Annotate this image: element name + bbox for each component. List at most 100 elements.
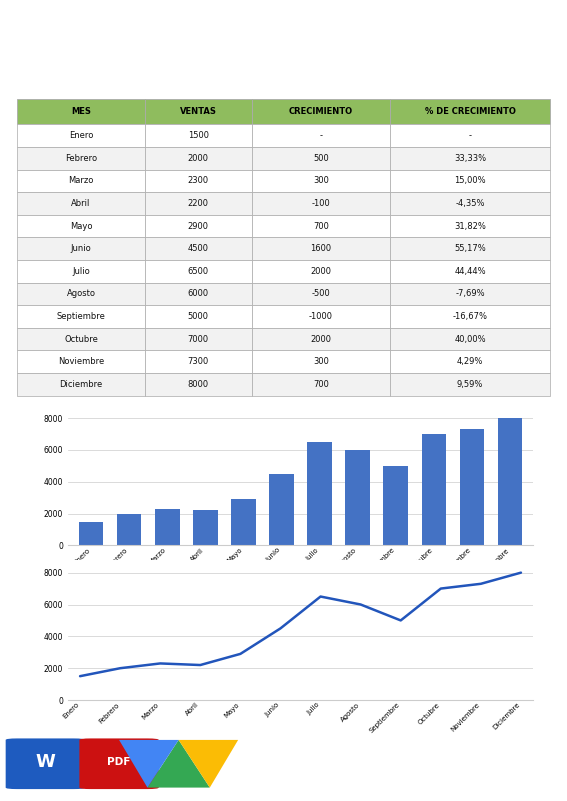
Bar [145, 328, 252, 350]
Bar [252, 305, 390, 328]
Text: Julio: Julio [72, 267, 90, 276]
Bar [390, 373, 550, 396]
Bar [383, 466, 408, 545]
Text: PDF: PDF [107, 757, 131, 767]
Bar [145, 305, 252, 328]
Bar [145, 124, 252, 147]
Bar [390, 147, 550, 170]
Text: 700: 700 [313, 380, 329, 388]
Text: 5000: 5000 [188, 312, 209, 321]
Bar [390, 124, 550, 147]
Bar [17, 170, 145, 192]
Text: Diciembre: Diciembre [60, 380, 103, 388]
Text: 2000: 2000 [188, 154, 209, 163]
Bar [145, 237, 252, 260]
Text: 33,33%: 33,33% [454, 154, 486, 163]
Text: -500: -500 [311, 289, 330, 299]
Text: 55,17%: 55,17% [454, 244, 486, 253]
Bar [345, 450, 370, 545]
Bar [145, 99, 252, 124]
Bar [17, 237, 145, 260]
Bar [145, 350, 252, 373]
Text: 6000: 6000 [188, 289, 209, 299]
Bar [252, 124, 390, 147]
Bar [17, 328, 145, 350]
Bar [390, 99, 550, 124]
Bar [145, 283, 252, 305]
Text: 2000: 2000 [310, 267, 331, 276]
FancyBboxPatch shape [6, 739, 85, 789]
Text: Abril: Abril [71, 199, 91, 208]
Bar [390, 192, 550, 215]
Bar [421, 434, 446, 545]
Bar [390, 260, 550, 283]
Bar [252, 147, 390, 170]
Bar [117, 513, 141, 545]
Bar [252, 350, 390, 373]
Bar [252, 99, 390, 124]
Text: 500: 500 [313, 154, 329, 163]
Polygon shape [119, 740, 179, 787]
Text: 6500: 6500 [188, 267, 209, 276]
Text: TodoReportes: TodoReportes [309, 751, 492, 775]
Bar [193, 510, 218, 545]
Text: 300: 300 [313, 176, 329, 186]
Polygon shape [147, 740, 210, 787]
Text: -: - [319, 131, 322, 140]
Text: 8000: 8000 [188, 380, 209, 388]
Text: 44,44%: 44,44% [454, 267, 486, 276]
Bar [17, 147, 145, 170]
Bar [155, 509, 180, 545]
Text: Septiembre: Septiembre [57, 312, 105, 321]
Bar [17, 99, 145, 124]
Bar [252, 373, 390, 396]
Bar [17, 192, 145, 215]
Text: 7300: 7300 [188, 357, 209, 366]
Bar [17, 373, 145, 396]
Bar [390, 283, 550, 305]
Text: CRECIMIENTO: CRECIMIENTO [289, 107, 353, 116]
Text: 2200: 2200 [188, 199, 209, 208]
Text: Febrero: Febrero [65, 154, 97, 163]
Text: Octubre: Octubre [64, 335, 98, 344]
Bar [252, 283, 390, 305]
Text: 9,59%: 9,59% [457, 380, 483, 388]
Bar [252, 260, 390, 283]
Bar [231, 499, 256, 545]
Bar [390, 350, 550, 373]
Bar [390, 328, 550, 350]
Text: -: - [468, 131, 472, 140]
Text: 2300: 2300 [188, 176, 209, 186]
Bar [252, 328, 390, 350]
Bar [145, 192, 252, 215]
Bar [145, 147, 252, 170]
Text: % DE CRECIMIENTO: % DE CRECIMIENTO [425, 107, 515, 116]
Bar [460, 429, 484, 545]
Bar [390, 170, 550, 192]
Text: Reporte de Ventas: Reporte de Ventas [95, 29, 472, 63]
Text: Noviembre: Noviembre [58, 357, 104, 366]
Text: 31,82%: 31,82% [454, 222, 486, 231]
Text: 1500: 1500 [188, 131, 209, 140]
Text: 15,00%: 15,00% [454, 176, 486, 186]
Bar [307, 442, 332, 545]
Bar [17, 260, 145, 283]
Text: 300: 300 [313, 357, 329, 366]
Bar [390, 237, 550, 260]
Text: 1600: 1600 [310, 244, 331, 253]
Text: Junio: Junio [71, 244, 91, 253]
Text: -4,35%: -4,35% [455, 199, 485, 208]
Bar [17, 283, 145, 305]
Text: 4,29%: 4,29% [457, 357, 483, 366]
Text: -1000: -1000 [309, 312, 333, 321]
Text: MES: MES [71, 107, 91, 116]
Bar [390, 215, 550, 237]
Bar [252, 215, 390, 237]
Bar [498, 418, 523, 545]
Text: Agosto: Agosto [66, 289, 95, 299]
Bar [269, 474, 294, 545]
Text: 700: 700 [313, 222, 329, 231]
Bar [17, 124, 145, 147]
Bar [17, 305, 145, 328]
Text: Marzo: Marzo [68, 176, 94, 186]
